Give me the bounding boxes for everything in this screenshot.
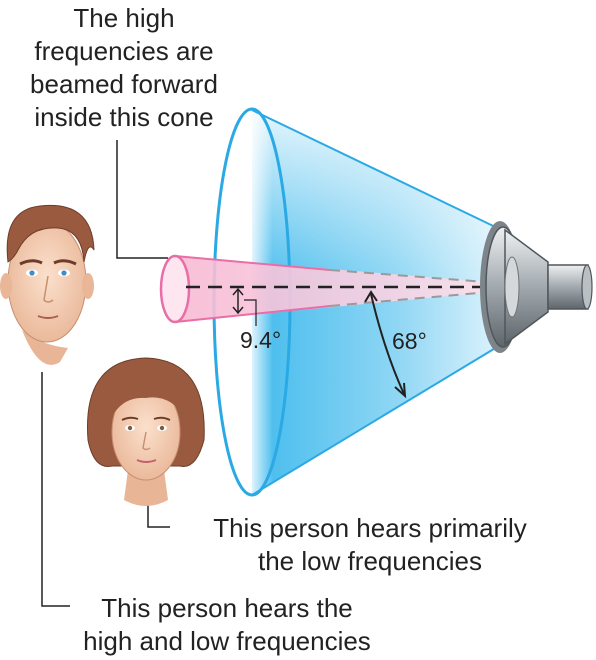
large-angle-marker	[364, 290, 407, 399]
high-frequency-cone	[159, 254, 513, 324]
woman-leader	[147, 500, 170, 528]
woman-caption: This person hears primarily the low freq…	[180, 512, 560, 578]
man-caption: This person hears the high and low frequ…	[62, 592, 392, 658]
man-face	[0, 204, 95, 365]
man-caption-line-2: high and low frequencies	[83, 626, 371, 656]
woman-caption-line-2: the low frequencies	[257, 546, 483, 576]
cone-label-leader	[116, 140, 168, 259]
cone-label-line-2: frequencies are	[34, 36, 214, 66]
cone-label-line-3: beamed forward	[30, 69, 218, 99]
low-frequency-cone	[212, 107, 513, 497]
woman-face	[86, 357, 205, 506]
pink-cone-mouth	[159, 254, 191, 324]
woman-caption-line-1: This person hears primarily	[213, 513, 527, 543]
cone-label-line-4: inside this cone	[34, 102, 214, 132]
loudspeaker	[480, 221, 593, 353]
large-angle-label: 68°	[392, 328, 427, 354]
small-angle-marker	[232, 287, 257, 326]
man-leader	[41, 372, 70, 607]
cone-label: The high frequencies are beamed forward …	[14, 2, 234, 134]
small-angle-label: 9.4°	[240, 327, 282, 353]
man-caption-line-1: This person hears the	[101, 593, 353, 623]
cone-label-line-1: The high	[73, 3, 175, 33]
